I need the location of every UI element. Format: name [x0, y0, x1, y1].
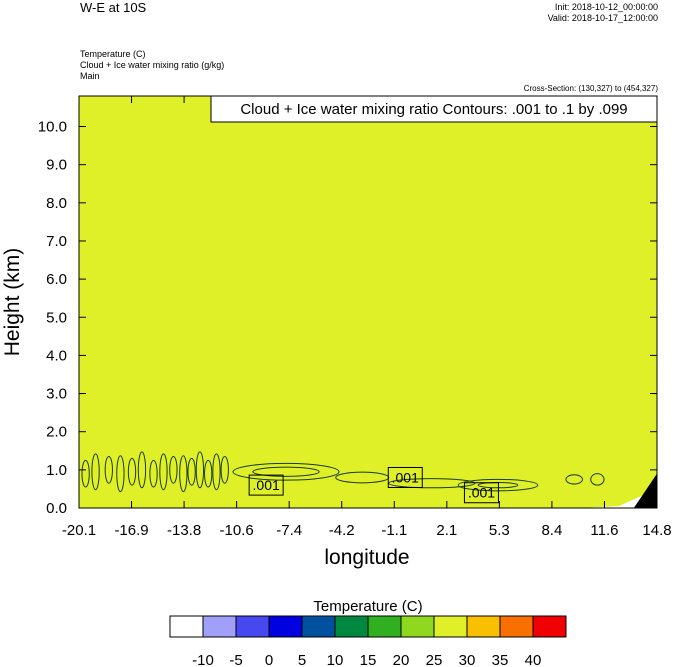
y-axis-label: Height (km) [1, 248, 24, 357]
x-axis-label: longitude [324, 546, 409, 569]
y-tick-label: 3.0 [46, 386, 67, 403]
contour-label-box [463, 482, 499, 504]
contour-label: .001 [392, 469, 419, 485]
cloud-contour-cell [232, 462, 340, 481]
x-tick-label: -13.8 [167, 522, 201, 539]
field-name-main: Main [80, 71, 100, 81]
x-tick-label: 14.8 [642, 522, 671, 539]
cloud-contour-cell [91, 453, 100, 491]
contour-label: .001 [253, 477, 280, 493]
y-tick-label: 7.0 [46, 233, 67, 250]
cloud-contour-cell [220, 456, 229, 484]
colorbar-swatch [235, 615, 270, 638]
colorbar: -10 -5 0 5 10 15 20 25 30 35 40 [169, 615, 567, 667]
cloud-contour-cell [195, 451, 205, 489]
y-axis: 0.0 1.0 2.0 3.0 4.0 5.0 6.0 7.0 8.0 9.0 10.0 [38, 119, 657, 517]
y-tick-label: 0.0 [46, 500, 67, 517]
colorbar-label: 25 [426, 652, 443, 667]
colorbar-label: 15 [360, 652, 377, 667]
cloud-contour-cell [137, 451, 147, 489]
surface-terrain [633, 473, 657, 508]
contour-info-text: Cloud + Ice water mixing ratio Contours:… [240, 101, 627, 118]
field-name-cloud-ice: Cloud + Ice water mixing ratio (g/kg) [80, 60, 225, 70]
field-name-temperature: Temperature (C) [80, 49, 146, 59]
cloud-contour-cell [590, 473, 605, 486]
x-axis: -20.1 -16.9 -13.8 -10.6 -7.4 -4.2 -1.1 2.1 5.3 8.… [62, 96, 672, 539]
cross-section-label: Cross-Section: (130,327) to (454,327) [523, 84, 658, 93]
cloud-contour-cell [127, 457, 137, 486]
colorbar-label: 0 [265, 652, 273, 667]
colorbar-swatch [400, 615, 435, 638]
colorbar-label: 20 [393, 652, 410, 667]
colorbar-swatch [499, 615, 534, 638]
colorbar-label: 30 [459, 652, 476, 667]
cloud-contour-cell [565, 474, 583, 485]
colorbar-swatch [532, 615, 567, 638]
colorbar-swatch [301, 615, 336, 638]
colorbar-swatch [169, 615, 204, 638]
y-tick-label: 10.0 [38, 119, 67, 136]
contour-label-box [248, 474, 284, 496]
colorbar-label: -5 [229, 652, 242, 667]
x-tick-label: 8.4 [541, 522, 562, 539]
y-tick-label: 2.0 [46, 424, 67, 441]
colorbar-swatch [268, 615, 303, 638]
valid-time: Valid: 2018-10-17_12:00:00 [547, 13, 658, 23]
colorbar-label: 40 [525, 652, 542, 667]
cloud-contour-cell [116, 455, 125, 493]
y-tick-label: 6.0 [46, 271, 67, 288]
band-25-to-30 [79, 96, 657, 508]
colorbar-label: 35 [492, 652, 509, 667]
contour-info-box [210, 95, 658, 123]
colorbar-swatch [466, 615, 501, 638]
x-tick-label: 11.6 [590, 522, 618, 539]
init-time: Init: 2018-10-12_00:00:00 [554, 2, 658, 12]
colorbar-label: -10 [192, 652, 214, 667]
x-tick-label: -7.4 [276, 522, 302, 539]
cloud-contour-cell [204, 459, 213, 488]
contour-label: .001 [468, 485, 495, 501]
x-tick-label: -10.6 [220, 522, 254, 539]
y-tick-label: 4.0 [46, 347, 67, 364]
y-tick-label: 1.0 [46, 462, 67, 479]
temperature-fill-layer [79, 96, 657, 508]
page-title: W-E at 10S [80, 0, 147, 15]
x-tick-label: 2.1 [436, 522, 457, 539]
colorbar-label: 10 [327, 652, 344, 667]
y-tick-label: 5.0 [46, 309, 67, 326]
colorbar-swatch [202, 615, 237, 638]
x-tick-label: 5.3 [489, 522, 510, 539]
cloud-contour-cell [104, 456, 113, 484]
cloud-contour-cell [81, 459, 90, 488]
cloud-contour-cell [179, 455, 188, 493]
cloud-contour-cell [187, 457, 196, 486]
contour-label-layer: .001 .001 .001 [248, 466, 499, 504]
x-tick-label: -20.1 [62, 522, 96, 539]
cloud-contour-cell [212, 453, 221, 491]
x-tick-label: -4.2 [329, 522, 355, 539]
colorbar-swatch [367, 615, 402, 638]
contour-label-box [387, 466, 423, 488]
colorbar-swatch [433, 615, 468, 638]
colorbar-title: Temperature (C) [313, 598, 422, 615]
cloud-contour-cell [159, 453, 168, 491]
cloud-contour-cell [169, 456, 178, 484]
cloud-contour-cell [149, 459, 158, 488]
x-tick-label: -1.1 [381, 522, 407, 539]
colorbar-label: 5 [298, 652, 306, 667]
colorbar-swatch [334, 615, 369, 638]
x-tick-label: -16.9 [114, 522, 148, 539]
y-tick-label: 8.0 [46, 195, 67, 212]
cloud-contour-cell [252, 466, 320, 477]
y-tick-label: 9.0 [46, 157, 67, 174]
